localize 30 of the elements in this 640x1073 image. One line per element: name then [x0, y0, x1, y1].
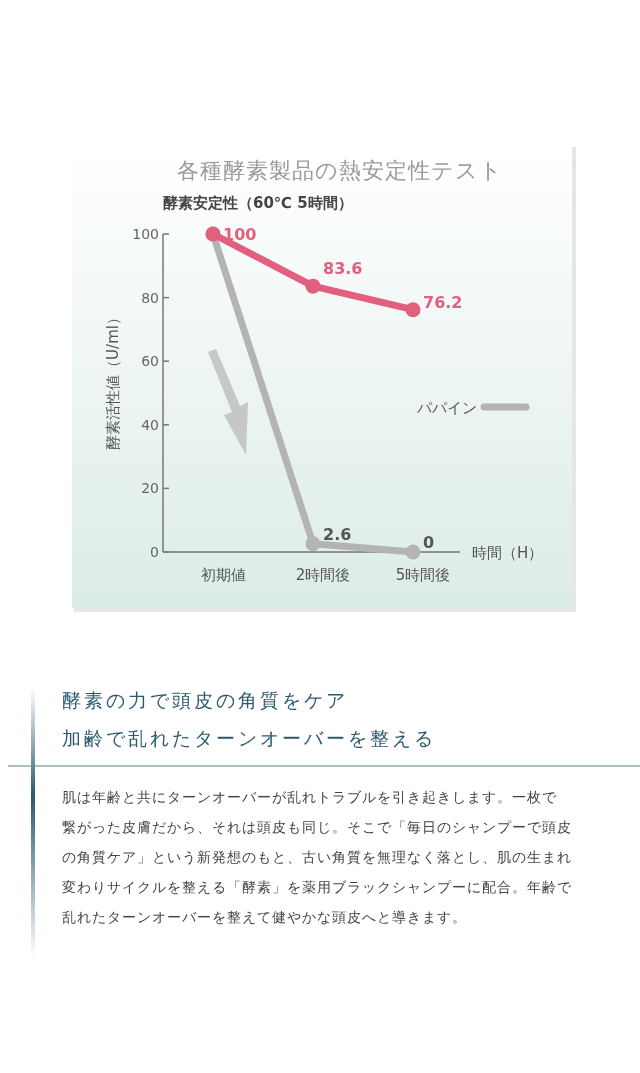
y-axis-title: 酵素活性値（U/ml） — [104, 310, 122, 450]
point — [405, 302, 421, 318]
point — [305, 536, 321, 552]
text: 乱れたターンオーバーを整えて健やかな頭皮へと導きます。 — [62, 909, 467, 925]
y-tick-label: 0 — [150, 544, 159, 560]
y-tick-label: 20 — [141, 480, 159, 497]
y-tick-label: 100 — [132, 226, 159, 242]
point — [405, 544, 421, 560]
x-tick-label: 初期値 — [200, 566, 246, 584]
x-axis-title: 時間（H） — [472, 544, 544, 562]
legend-label: パパイン — [416, 399, 477, 417]
data-label: 100 — [223, 225, 257, 244]
text: の角質ケア」という新発想のもと、古い角質を無理なく落とし、肌の生まれ — [62, 849, 572, 865]
chart-title: 各種酵素製品の熱安定性テスト — [177, 158, 503, 183]
text: 加齢で乱れたターンオーバーを整える — [62, 727, 436, 749]
y-tick-label: 80 — [141, 289, 159, 306]
y-tick-label: 40 — [141, 416, 159, 433]
data-label: 83.6 — [323, 259, 363, 279]
data-label: 2.6 — [323, 524, 352, 544]
chart-subtitle: 酵素安定性（60℃ 5時間） — [163, 194, 353, 212]
text: 繋がった皮膚だから、それは頭皮も同じ。そこで「毎日のシャンプーで頭皮 — [62, 819, 572, 835]
x-tick-label: 2時間後 — [295, 566, 351, 584]
x-tick-label: 5時間後 — [395, 566, 451, 584]
text: 酵素の力で頭皮の角質をケア — [62, 689, 348, 711]
point — [305, 278, 321, 294]
y-tick-label: 60 — [141, 353, 159, 370]
data-label: 0 — [423, 533, 435, 552]
text: 変わりサイクルを整える「酵素」を薬用ブラックシャンプーに配合。年齢で — [62, 879, 572, 895]
data-label: 76.2 — [423, 292, 463, 312]
text: 肌は年齢と共にターンオーバーが乱れトラブルを引き起きします。一枚で — [62, 789, 557, 805]
